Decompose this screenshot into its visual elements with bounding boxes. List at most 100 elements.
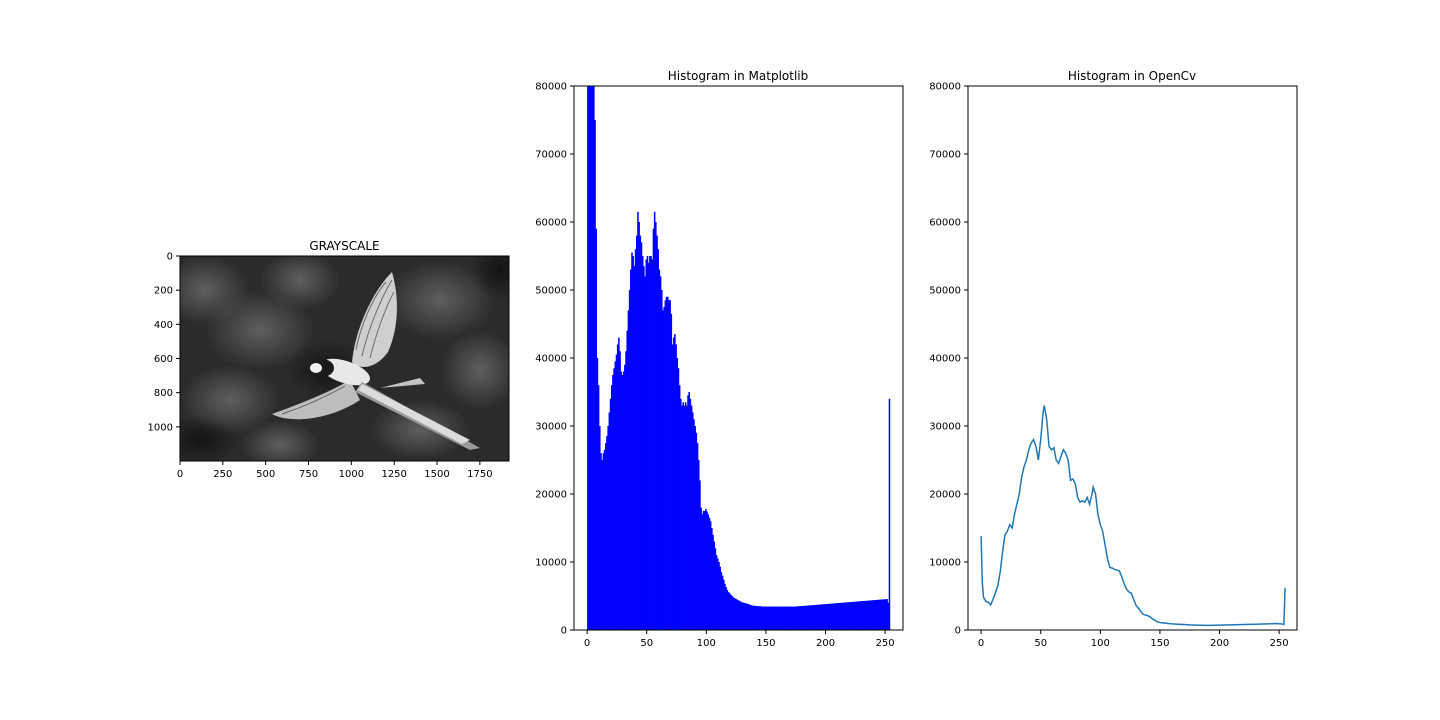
histogram-bar [886,599,888,630]
histogram-bar [769,606,772,630]
histogram-bar [608,412,611,630]
histogram-bar [870,600,873,630]
image-y-tick-label: 600 [154,354,173,365]
histogram-bar [764,606,767,630]
histogram-bar [639,235,642,630]
histogram-bar [846,602,849,630]
histogram-bar [833,603,836,630]
histogram-bar [724,583,726,630]
histogram-bar [879,599,881,630]
histogram-bar [821,604,824,630]
histogram-bar [668,300,670,630]
matplotlib-histogram-y-ticks: 0 10000 20000 30000 40000 50000 60000 70000 8000… [535,82,574,637]
matplotlib-histogram-x-tick-label: 0 [584,638,590,649]
histogram-bar [700,507,702,630]
matplotlib-histogram-y-tick-label: 60000 [535,218,567,229]
opencv-histogram-y-tick-label: 10000 [929,558,961,569]
histogram-bar [733,598,736,630]
histogram-bar [658,269,661,630]
histogram-bar [861,601,863,630]
histogram-bar [780,606,782,630]
histogram-bar [701,514,704,630]
histogram-bar [860,601,862,630]
histogram-bar [688,392,690,630]
opencv-histogram-y-tick-label: 40000 [929,354,961,365]
histogram-bar [849,602,851,630]
histogram-bar [651,259,654,630]
histogram-bar [732,597,735,630]
histogram-bar [779,606,781,630]
opencv-histogram-x-ticks: 0 50 100 150 200 250 [978,630,1289,649]
matplotlib-histogram-y-tick-label: 50000 [535,286,567,297]
histogram-bar [841,602,843,630]
histogram-bar [709,521,712,630]
matplotlib-histogram-y-tick-label: 10000 [535,558,567,569]
matplotlib-histogram-y-tick-label: 40000 [535,354,567,365]
histogram-bar [880,599,882,630]
histogram-bar [705,508,707,630]
histogram-bar [738,600,741,630]
histogram-bar [675,344,677,630]
histogram-bar [831,603,834,630]
matplotlib-histogram-title: Histogram in Matplotlib [668,69,809,83]
histogram-bar [653,211,656,630]
histogram-bar [782,606,785,630]
histogram-bar [815,604,818,630]
opencv-histogram-y-tick-label: 0 [955,626,961,637]
histogram-bar [745,603,748,630]
histogram-bar [613,368,615,630]
histogram-bar [775,606,777,630]
histogram-bar [858,601,861,630]
histogram-bar [800,606,803,630]
histogram-bar [739,601,742,630]
histogram-bar [637,211,639,630]
histogram-bar [682,402,685,630]
histogram-bar [854,601,856,630]
histogram-bar [640,242,643,630]
histogram-bar [830,603,832,630]
histogram-bar [776,606,779,630]
histogram-bar [826,603,829,630]
histogram-bar [670,313,673,630]
histogram-bar [678,385,681,630]
histogram-bar [767,606,769,630]
histogram-bar [699,480,701,630]
histogram-bar [649,256,651,630]
histogram-bar [844,602,847,630]
opencv-histogram-y-ticks: 0 10000 20000 30000 40000 50000 60000 70000 8000… [929,82,968,637]
histogram-bar [593,86,595,630]
matplotlib-histogram-bars [587,86,891,630]
histogram-bar [868,600,870,630]
histogram-bar [714,548,717,630]
histogram-bar [695,432,698,630]
histogram-bar [618,337,620,630]
histogram-bar [804,605,806,630]
histogram-bar [845,602,848,630]
matplotlib-histogram-y-tick-label: 80000 [535,82,567,93]
histogram-bar [601,460,603,630]
histogram-bar [883,599,886,630]
histogram-bar [631,252,633,630]
histogram-bar [742,602,744,630]
histogram-bar [784,606,787,630]
histogram-bar [812,605,814,630]
histogram-bar [773,606,775,630]
matplotlib-histogram-x-ticks: 0 50 100 150 200 250 [584,630,895,649]
histogram-bar [684,402,687,630]
histogram-bar [786,606,788,630]
histogram-bar [842,602,844,630]
histogram-bar [807,605,810,630]
histogram-bar [674,334,676,630]
histogram-bar [789,606,792,630]
histogram-bar [711,528,713,630]
opencv-histogram-x-tick-label: 250 [1270,638,1289,649]
histogram-bar [702,511,705,630]
histogram-bar [757,606,760,630]
image-y-tick-label: 800 [154,388,173,399]
image-x-tick-label: 750 [299,469,318,480]
histogram-bar [634,249,637,630]
histogram-bar [588,86,590,630]
histogram-bar [762,606,764,630]
histogram-bar [645,259,648,630]
